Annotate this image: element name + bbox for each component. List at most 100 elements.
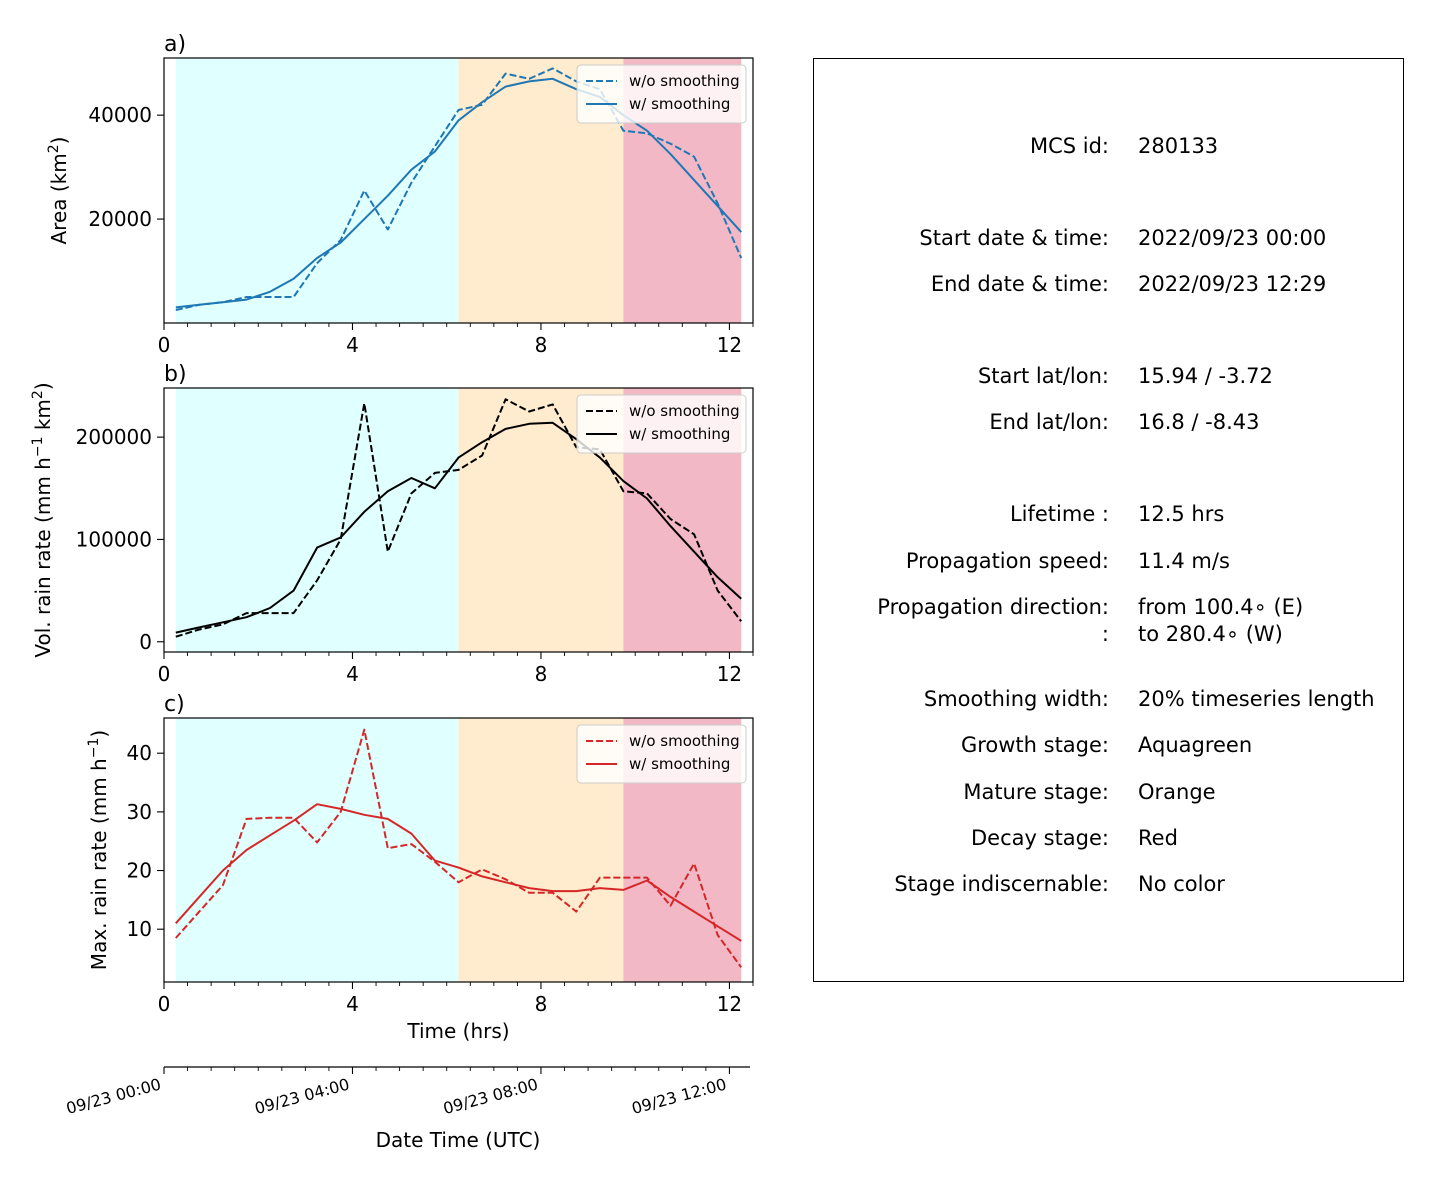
- y-axis-label-part: km: [31, 399, 55, 436]
- info-value: 12.5 hrs: [1138, 502, 1225, 526]
- x-tick-label: 12: [717, 992, 742, 1016]
- info-label: :: [1101, 622, 1109, 646]
- y-axis-label-part: Vol. rain rate (mm h: [31, 457, 55, 658]
- datetime-tick-label: 09/23 00:00: [64, 1075, 163, 1119]
- info-value: 280133: [1138, 134, 1219, 158]
- x-axis-label: Time (hrs): [406, 1019, 509, 1043]
- info-value: No color: [1138, 872, 1225, 896]
- x-tick-label: 4: [346, 662, 359, 686]
- y-axis-label: Max. rain rate (mm h−1): [86, 730, 111, 970]
- y-axis-label-part: 2: [30, 390, 46, 399]
- y-tick-label: 10: [127, 917, 152, 941]
- info-label: End date & time:: [930, 272, 1109, 296]
- panel-label: a): [164, 32, 186, 57]
- panel-c: 0 4 8 12 10 20 30 40 c) Max. rain rate (mm h−1) Ti…: [86, 692, 754, 1043]
- legend-label: w/ smoothing: [629, 755, 730, 773]
- y-axis-label-part: −1: [30, 437, 46, 458]
- info-label: Mature stage:: [963, 780, 1109, 804]
- info-value: 11.4 m/s: [1138, 549, 1230, 573]
- y-tick-label: 200000: [76, 425, 152, 449]
- x-tick-label: 12: [717, 662, 742, 686]
- y-tick-label: 20: [127, 859, 152, 883]
- panel-label: c): [164, 692, 185, 717]
- info-value: Red: [1138, 826, 1178, 850]
- series-line-smoothed: [175, 803, 742, 942]
- panel-label: b): [164, 362, 187, 387]
- series-line-raw: [175, 728, 743, 968]
- info-value: 2022/09/23 12:29: [1138, 272, 1327, 296]
- x-tick-label: 0: [158, 992, 171, 1016]
- legend-box: [576, 64, 747, 124]
- stage-band-aquagreen: [175, 718, 459, 982]
- info-label: Start date & time:: [919, 226, 1109, 250]
- y-axis-label-part: Max. rain rate (mm h: [87, 758, 111, 970]
- panel-b: 0 4 8 12 0 100000 200000 b) Vol. rain rate (mm h…: [30, 362, 754, 686]
- x-tick-label: 4: [346, 333, 359, 357]
- axes-frame: [163, 717, 754, 983]
- info-label: Growth stage:: [960, 733, 1109, 757]
- info-label: Start lat/lon:: [977, 364, 1109, 388]
- legend: w/o smoothing w/ smoothing: [576, 64, 747, 124]
- info-value: to 280.4∘ (W): [1138, 622, 1283, 646]
- info-value: 2022/09/23 00:00: [1138, 226, 1327, 250]
- stage-band-aquagreen: [175, 58, 459, 323]
- info-value: Aquagreen: [1138, 733, 1253, 757]
- legend: w/o smoothing w/ smoothing: [576, 394, 747, 454]
- x-tick-label: 8: [535, 333, 548, 357]
- legend-label: w/ smoothing: [629, 95, 730, 113]
- y-axis-label-part: Area (km: [47, 153, 71, 244]
- series-line-raw: [175, 398, 742, 638]
- legend: w/o smoothing w/ smoothing: [576, 724, 747, 784]
- y-axis-label-part: 2: [46, 144, 62, 153]
- legend-label: w/o smoothing: [629, 402, 740, 420]
- datetime-tick-label: 09/23 08:00: [441, 1075, 540, 1119]
- y-axis-label-part: −1: [86, 738, 102, 759]
- axes-frame: [163, 57, 754, 324]
- y-axis-label: Area (km2): [46, 137, 71, 245]
- info-value: from 100.4∘ (E): [1138, 595, 1304, 619]
- legend-label: w/o smoothing: [629, 72, 740, 90]
- x-tick-label: 8: [535, 992, 548, 1016]
- datetime-axis: 09/23 00:00 09/23 04:00 09/23 08:00 09/23 1…: [64, 1066, 750, 1152]
- info-label: Lifetime :: [1009, 502, 1109, 526]
- y-tick-label: 40: [127, 741, 152, 765]
- info-label: End lat/lon:: [989, 410, 1109, 434]
- info-label: Stage indiscernable:: [894, 872, 1109, 896]
- legend-label: w/o smoothing: [629, 732, 740, 750]
- datetime-tick-label: 09/23 12:00: [630, 1075, 729, 1119]
- x-tick-label: 8: [535, 662, 548, 686]
- y-axis-label: Vol. rain rate (mm h−1 km2): [30, 382, 55, 657]
- y-axis-label-part: ): [87, 730, 111, 738]
- datetime-tick-label: 09/23 04:00: [253, 1075, 352, 1119]
- info-value: Orange: [1138, 780, 1216, 804]
- info-label: Decay stage:: [971, 826, 1109, 850]
- info-label: Propagation speed:: [905, 549, 1109, 573]
- series-line-smoothed: [175, 421, 742, 634]
- stage-band-aquagreen: [175, 388, 459, 652]
- info-value: 20% timeseries length: [1138, 687, 1375, 711]
- panel-a: 0 4 8 12 20000 40000 a) Area (km2) w/o smoothing…: [46, 32, 754, 357]
- info-value: 16.8 / -8.43: [1138, 410, 1260, 434]
- info-label: MCS id:: [1029, 134, 1109, 158]
- info-panel: MCS id: 280133 Start date & time: 2022/09/2…: [813, 58, 1404, 982]
- axes-frame: [163, 387, 754, 653]
- legend-label: w/ smoothing: [629, 425, 730, 443]
- series-line-smoothed: [175, 77, 742, 309]
- y-axis-label-part: ): [47, 137, 71, 145]
- y-tick-label: 30: [127, 800, 152, 824]
- info-label: Propagation direction:: [877, 595, 1109, 619]
- y-axis-label-part: ): [31, 382, 55, 390]
- x-tick-label: 0: [158, 333, 171, 357]
- series-line-raw: [175, 67, 743, 311]
- datetime-axis-label: Date Time (UTC): [376, 1128, 541, 1152]
- legend-box: [576, 394, 747, 454]
- y-tick-label: 40000: [88, 103, 152, 127]
- legend-box: [576, 724, 747, 784]
- x-tick-label: 0: [158, 662, 171, 686]
- y-tick-label: 100000: [76, 527, 152, 551]
- y-tick-label: 20000: [88, 207, 152, 231]
- x-tick-label: 4: [346, 992, 359, 1016]
- info-value: 15.94 / -3.72: [1138, 364, 1273, 388]
- y-tick-label: 0: [139, 630, 152, 654]
